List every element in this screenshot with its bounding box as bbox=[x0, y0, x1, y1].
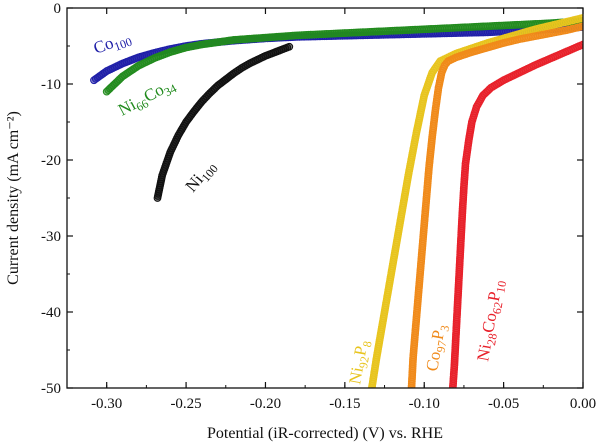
series-label-part: Co bbox=[422, 350, 444, 373]
x-tick-label: -0.30 bbox=[91, 396, 122, 412]
series-label-part: 66 bbox=[134, 96, 151, 114]
series-label-Ni92P8: Ni92P8 bbox=[345, 339, 374, 387]
x-tick-label: -0.20 bbox=[250, 396, 281, 412]
series-label-part: Ni bbox=[345, 365, 367, 385]
series-Ni92P8 bbox=[367, 13, 583, 388]
series-label-Ni66Co34: Ni66Co34 bbox=[115, 74, 179, 122]
series-label-part: Co bbox=[91, 33, 116, 58]
series-label-part: 34 bbox=[162, 81, 179, 99]
series-labels: Co100Ni66Co34Ni100Ni92P8Co97P3Ni28Co62P1… bbox=[91, 27, 509, 387]
data-point bbox=[285, 42, 294, 51]
x-tick-label: 0.00 bbox=[570, 396, 596, 412]
y-tick-label: -50 bbox=[41, 381, 61, 397]
series-label-part: 8 bbox=[360, 340, 375, 348]
y-axis-title: Current density (mA cm⁻²) bbox=[5, 111, 22, 285]
series-label-part: 100 bbox=[112, 34, 134, 53]
series-label-part: P bbox=[428, 329, 448, 342]
y-tick-label: -40 bbox=[41, 305, 61, 321]
y-tick-label: -20 bbox=[41, 153, 61, 169]
series-Ni100 bbox=[153, 42, 294, 202]
series-label-part: 62 bbox=[490, 301, 506, 315]
x-tick-label: -0.10 bbox=[409, 396, 440, 412]
series-Co97P3 bbox=[407, 22, 583, 388]
series-label-part: 3 bbox=[437, 324, 452, 332]
y-tick-label: 0 bbox=[54, 1, 62, 17]
series-label-part: Co bbox=[478, 311, 500, 334]
x-axis: -0.30 -0.25 -0.20 -0.15 -0.10 -0.05 0.00 bbox=[66, 8, 596, 412]
x-tick-label: -0.15 bbox=[329, 396, 360, 412]
x-tick-label: -0.05 bbox=[488, 396, 519, 412]
series-label-Co100: Co100 bbox=[91, 27, 134, 61]
series-label-part: 97 bbox=[434, 339, 450, 353]
series-Ni28Co62P10 bbox=[448, 40, 583, 388]
series-label-Ni100: Ni100 bbox=[182, 157, 221, 198]
series-Ni66Co34 bbox=[102, 17, 583, 96]
series-label-part: 10 bbox=[493, 280, 509, 294]
series-label-Ni28Co62P10: Ni28Co62P10 bbox=[473, 278, 509, 363]
y-tick-label: -30 bbox=[41, 229, 61, 245]
series-layer bbox=[90, 13, 583, 388]
y-axis: 0 -10 -20 -30 -40 -50 bbox=[41, 1, 583, 397]
y-tick-label: -10 bbox=[41, 77, 61, 93]
series-label-Co97P3: Co97P3 bbox=[422, 323, 452, 373]
series-label-part: Ni bbox=[473, 342, 495, 362]
series-label-part: 92 bbox=[356, 355, 372, 369]
x-tick-label: -0.25 bbox=[170, 396, 201, 412]
series-label-part: P bbox=[484, 290, 504, 303]
series-label-part: 28 bbox=[484, 332, 500, 346]
series-label-part: P bbox=[350, 345, 370, 358]
x-axis-title: Potential (iR-corrected) (V) vs. RHE bbox=[207, 425, 443, 442]
